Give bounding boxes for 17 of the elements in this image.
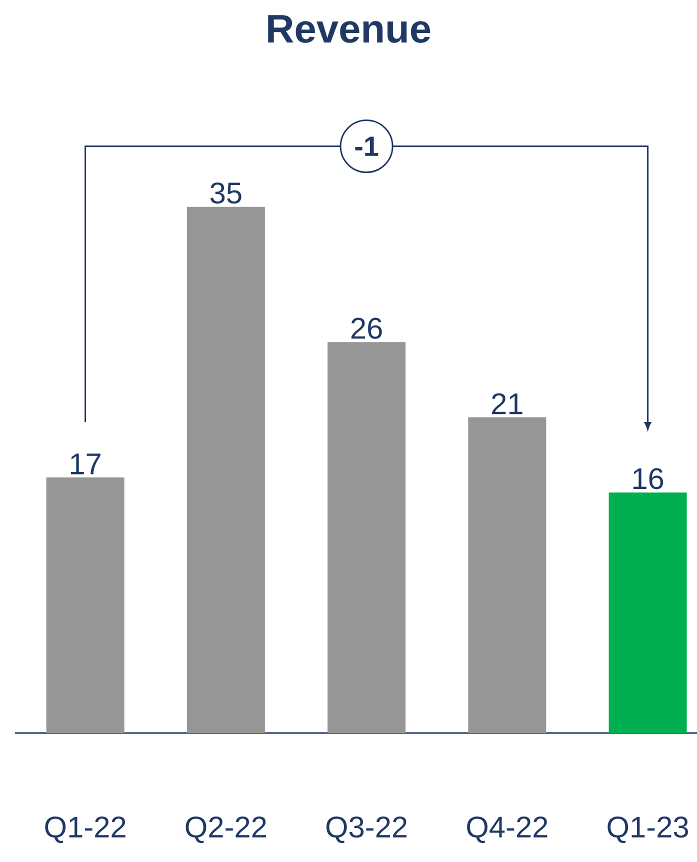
x-tick-label: Q4-22 — [467, 816, 548, 844]
chart-title: Revenue — [268, 15, 430, 43]
bar — [468, 417, 546, 733]
data-label: 17 — [70, 454, 100, 474]
x-tick-label: Q1-22 — [45, 816, 126, 844]
bar — [186, 206, 265, 733]
text: -1 — [355, 136, 378, 156]
data-label: 21 — [492, 393, 522, 414]
bar — [46, 477, 124, 733]
bar — [608, 492, 687, 733]
x-tick-label: Q3-22 — [326, 816, 407, 844]
data-label: 26 — [351, 318, 382, 339]
data-label: 35 — [210, 182, 242, 204]
bar — [328, 342, 406, 733]
x-tick-label: Q2-22 — [186, 816, 266, 844]
x-tick-label: Q1-23 — [608, 816, 688, 844]
data-label: 16 — [633, 468, 664, 490]
